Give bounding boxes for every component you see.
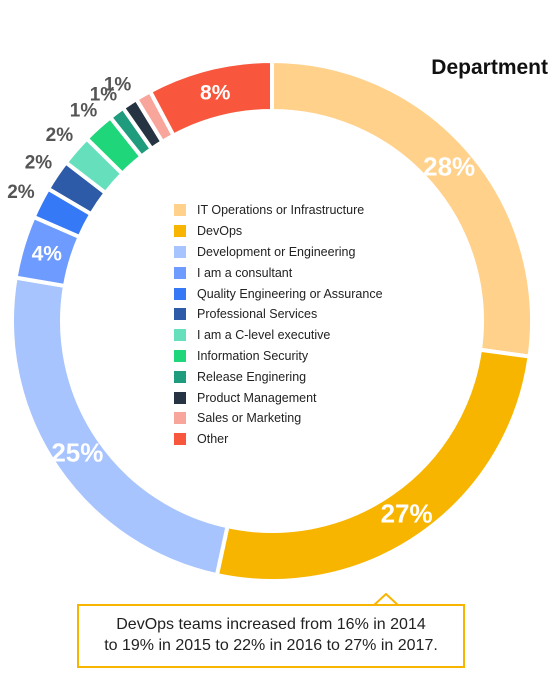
legend-label: Quality Engineering or Assurance [197, 286, 383, 301]
legend-item-other: Other [174, 429, 383, 450]
legend-label: DevOps [197, 224, 243, 239]
legend-swatch [174, 349, 186, 362]
legend-label: Information Security [197, 348, 309, 363]
legend-item-i-am-a-consultant: I am a consultant [174, 262, 383, 283]
chart-title: Department [431, 56, 548, 79]
slice-other [147, 58, 274, 139]
legend-swatch [174, 287, 186, 300]
legend-label: Product Management [197, 390, 317, 405]
data-label-i-am-a-c-level-executive: 2% [46, 125, 74, 146]
legend-item-it-operations-or-infrastructure: IT Operations or Infrastructure [174, 200, 383, 221]
data-label-it-operations-or-infrastructure: 28% [423, 152, 475, 182]
data-label-i-am-a-consultant: 4% [32, 242, 63, 265]
legend-item-product-management: Product Management [174, 387, 383, 408]
legend-item-sales-or-marketing: Sales or Marketing [174, 408, 383, 429]
legend-swatch [174, 391, 186, 404]
legend-item-professional-services: Professional Services [174, 304, 383, 325]
data-label-development-or-engineering: 25% [51, 438, 103, 468]
legend-label: I am a C-level executive [197, 328, 331, 343]
legend-item-quality-engineering-or-assurance: Quality Engineering or Assurance [174, 283, 383, 304]
data-label-information-security: 1% [70, 101, 98, 122]
legend-swatch [174, 204, 186, 217]
data-label-devops: 27% [381, 499, 433, 529]
callout-box: DevOps teams increased from 16% in 2014 … [77, 604, 465, 668]
legend-swatch [174, 329, 186, 342]
legend-swatch [174, 433, 186, 446]
legend-label: Professional Services [197, 307, 318, 322]
legend-item-development-or-engineering: Development or Engineering [174, 242, 383, 263]
legend-label: Other [197, 432, 229, 447]
legend-item-release-enginering: Release Enginering [174, 366, 383, 387]
data-label-release-enginering: 1% [90, 84, 118, 105]
legend-swatch [174, 225, 186, 238]
donut-chart: 28%27%25%4%2%2%2%1%1%1% 8% [7, 58, 532, 581]
legend-swatch [174, 412, 186, 425]
legend-item-i-am-a-c-level-executive: I am a C-level executive [174, 325, 383, 346]
callout-line-1: DevOps teams increased from 16% in 2014 [116, 616, 426, 634]
legend-label: IT Operations or Infrastructure [197, 203, 365, 218]
legend-item-devops: DevOps [174, 221, 383, 242]
legend-swatch [174, 266, 186, 279]
legend-swatch [174, 245, 186, 258]
legend-label: Development or Engineering [197, 244, 356, 259]
legend-label: Release Enginering [197, 369, 307, 384]
data-label-professional-services: 2% [25, 152, 53, 173]
legend-swatch [174, 370, 186, 383]
legend-label: I am a consultant [197, 265, 293, 280]
legend-label: Sales or Marketing [197, 411, 302, 426]
data-label-other: 8% [200, 81, 231, 104]
data-label-quality-engineering-or-assurance: 2% [7, 182, 35, 203]
legend: IT Operations or Infrastructure DevOps Dev… [174, 200, 383, 450]
legend-swatch [174, 308, 186, 321]
data-label-product-management: 1% [104, 75, 132, 96]
legend-item-information-security: Information Security [174, 346, 383, 367]
callout-line-2: to 19% in 2015 to 22% in 2016 to 27% in … [104, 637, 438, 654]
